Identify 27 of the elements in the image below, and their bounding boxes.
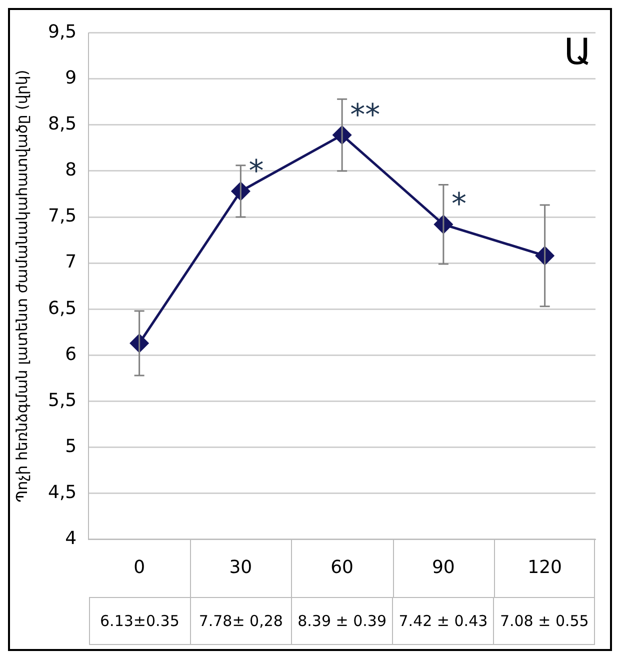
y-tick-label: 7 — [65, 252, 77, 273]
data-label: 7.42 ± 0.43 — [398, 612, 488, 630]
data-label: 7.78± 0,28 — [198, 612, 283, 630]
x-tick-label: 60 — [330, 556, 354, 578]
y-tick-label: 8,5 — [48, 114, 77, 135]
annotation: ** — [350, 98, 380, 133]
y-tick-label: 8 — [65, 160, 77, 181]
data-label: 7.08 ± 0.55 — [500, 612, 589, 630]
y-tick-label: 4 — [65, 528, 77, 550]
y-tick-label: 7,5 — [48, 206, 77, 227]
y-tick-label: 6 — [65, 344, 77, 365]
x-tick-label: 120 — [528, 556, 562, 578]
data-label: 6.13±0.35 — [100, 612, 180, 630]
x-tick-label: 30 — [229, 556, 252, 578]
annotation: * — [248, 154, 264, 190]
y-tick-label: 5,5 — [48, 390, 77, 411]
x-tick-label: 0 — [134, 556, 146, 578]
y-tick-label: 4,5 — [48, 482, 77, 504]
y-axis-title: Պոչի հեռնձգման լատենտ ժամանակահատվածը (վրկ) — [12, 70, 31, 502]
y-tick-label: 6,5 — [48, 298, 77, 319]
y-tick-label: 9,5 — [48, 21, 77, 42]
annotation: Ա — [564, 32, 592, 74]
data-label: 8.39 ± 0.39 — [298, 612, 386, 630]
annotation: * — [451, 187, 466, 222]
y-tick-label: 9 — [65, 68, 77, 89]
y-tick-label: 5 — [65, 436, 77, 457]
x-tick-label: 90 — [432, 556, 455, 578]
